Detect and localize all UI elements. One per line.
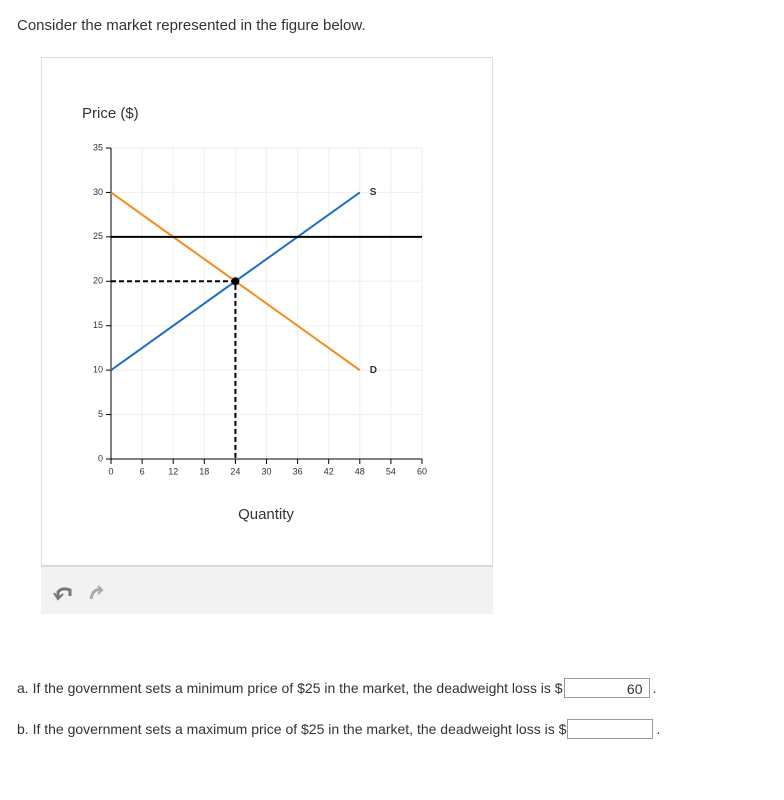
question-suffix: . bbox=[652, 680, 657, 696]
prompt: Consider the market represented in the f… bbox=[17, 17, 366, 34]
y-tick-label: 30 bbox=[93, 187, 103, 197]
x-tick-label: 54 bbox=[386, 466, 396, 476]
answer-input[interactable]: 60 bbox=[563, 678, 650, 698]
x-tick-label: 6 bbox=[140, 466, 145, 476]
series-label: D bbox=[370, 365, 377, 376]
question-suffix: . bbox=[656, 721, 661, 737]
answer-input[interactable] bbox=[567, 719, 654, 739]
equilibrium-point bbox=[231, 277, 240, 286]
y-tick-label: 5 bbox=[98, 409, 103, 419]
y-axis-label: Price ($) bbox=[82, 105, 139, 122]
question-text: a. If the government sets a minimum pric… bbox=[17, 680, 563, 696]
x-axis-label: Quantity bbox=[238, 506, 294, 523]
toolbar bbox=[41, 566, 493, 614]
x-tick-label: 0 bbox=[108, 466, 113, 476]
question-text: b. If the government sets a maximum pric… bbox=[17, 721, 567, 737]
x-tick-label: 18 bbox=[199, 466, 209, 476]
x-tick-label: 36 bbox=[293, 466, 303, 476]
x-tick-label: 42 bbox=[324, 466, 334, 476]
x-tick-label: 24 bbox=[230, 466, 240, 476]
x-tick-label: 12 bbox=[168, 466, 178, 476]
y-tick-label: 15 bbox=[93, 320, 103, 330]
x-tick-label: 48 bbox=[355, 466, 365, 476]
y-tick-label: 25 bbox=[93, 231, 103, 241]
question: b. If the government sets a maximum pric… bbox=[17, 719, 660, 739]
redo-button[interactable] bbox=[89, 585, 104, 600]
y-tick-label: 10 bbox=[93, 365, 103, 375]
x-tick-label: 30 bbox=[261, 466, 271, 476]
y-tick-label: 35 bbox=[93, 142, 103, 152]
y-tick-label: 0 bbox=[98, 453, 103, 463]
chart: Price ($) Quantity 0 6 12 18 24 30 36 42 48 54 60 0… bbox=[41, 57, 493, 614]
question: a. If the government sets a minimum pric… bbox=[17, 678, 656, 698]
series-label: S bbox=[370, 187, 377, 198]
y-tick-label: 20 bbox=[93, 276, 103, 286]
undo-button[interactable] bbox=[53, 587, 72, 601]
x-tick-label: 60 bbox=[417, 466, 427, 476]
